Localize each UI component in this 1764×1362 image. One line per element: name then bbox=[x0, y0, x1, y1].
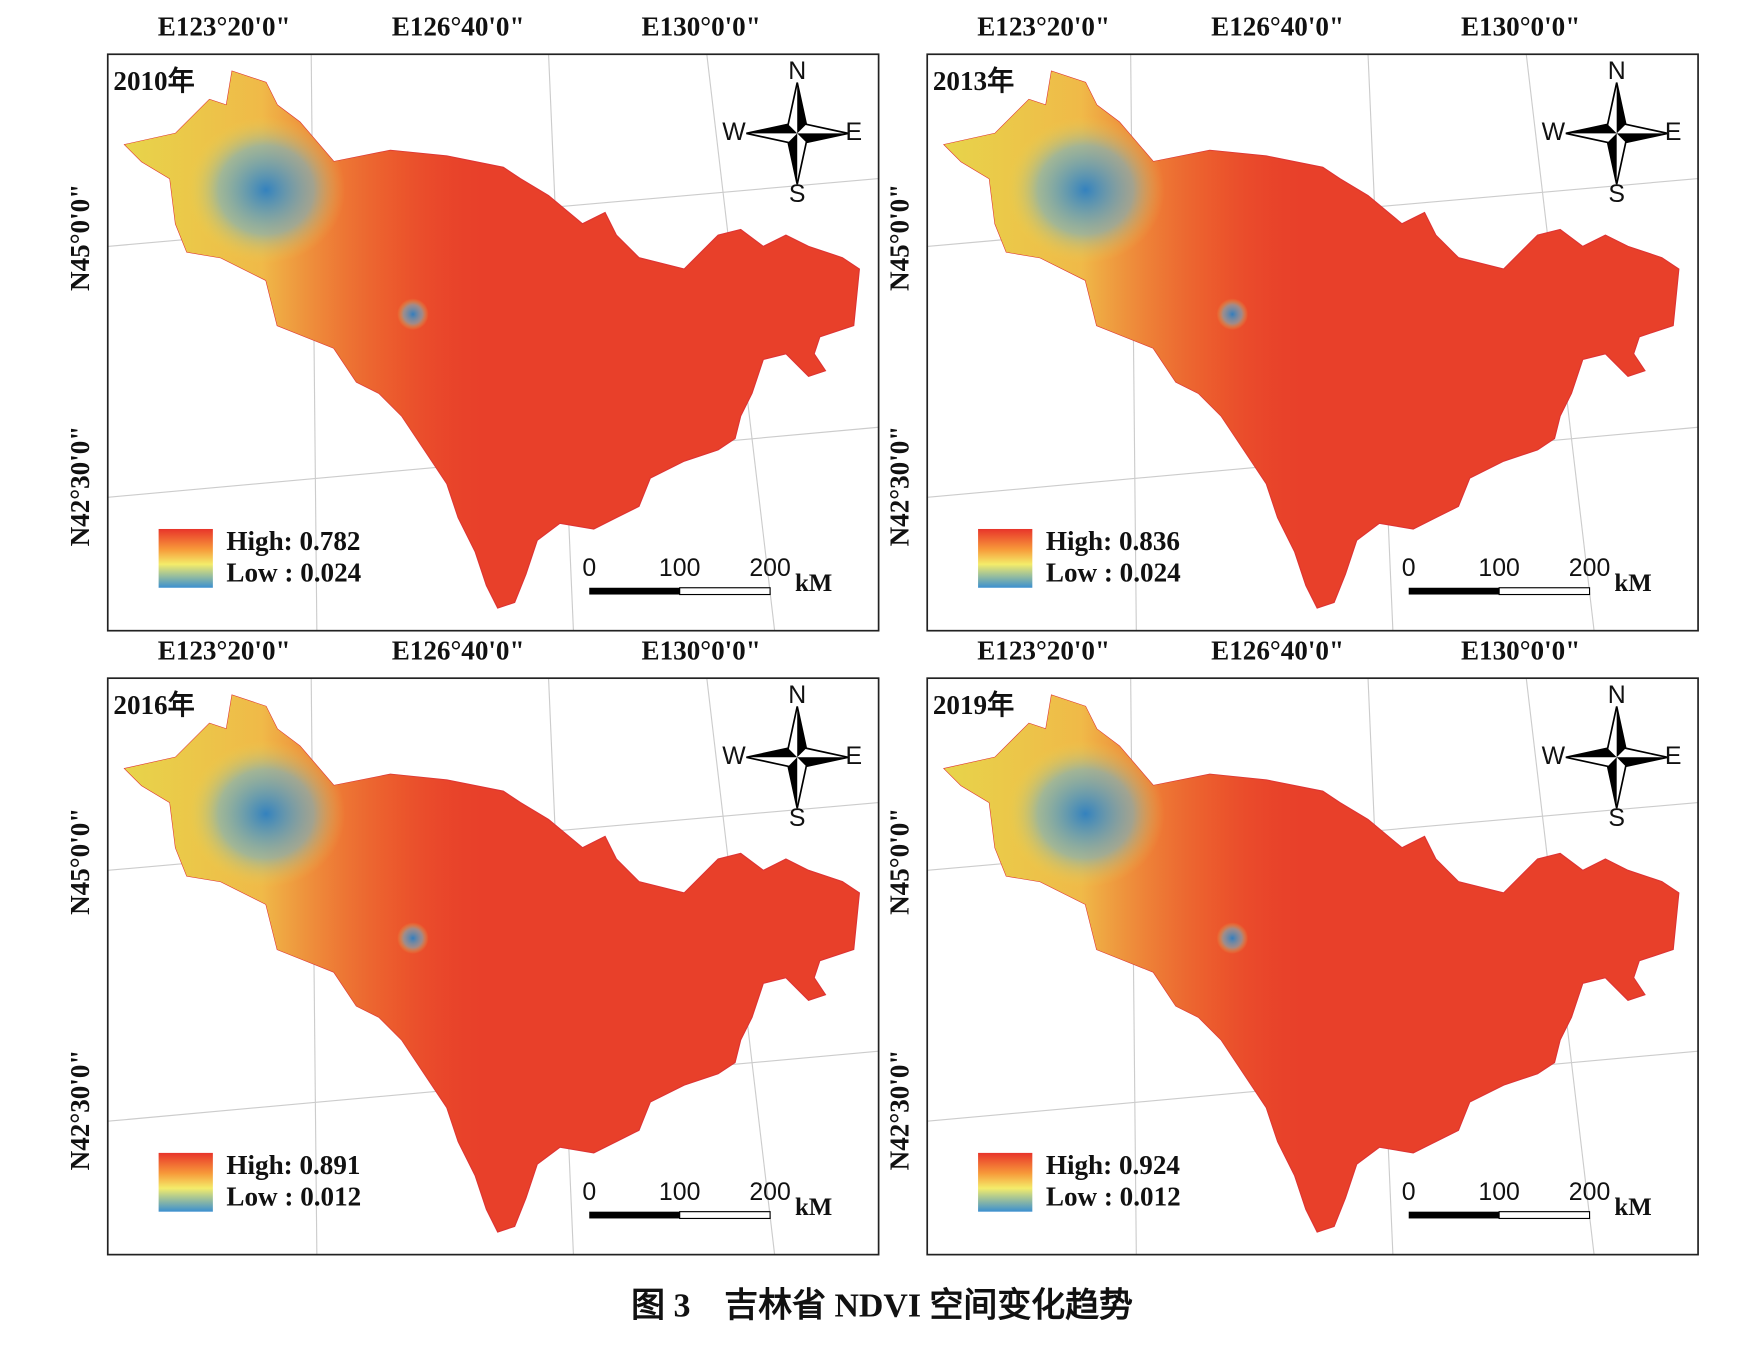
scale-label: 200 bbox=[1569, 1178, 1610, 1206]
map-panel: E123°20'0" E126°40'0" E130°0'0" N45°0'0" N42… bbox=[885, 636, 1699, 1256]
longitude-label: E126°40'0" bbox=[1211, 12, 1344, 42]
year-label: 2013年 bbox=[933, 65, 1014, 96]
compass-label: N bbox=[1608, 57, 1626, 85]
legend-high: High: 0.782 bbox=[226, 526, 360, 556]
low-ndvi-area bbox=[1216, 298, 1249, 331]
legend-low: Low : 0.012 bbox=[226, 1181, 361, 1211]
scale-label: 100 bbox=[659, 554, 700, 582]
scale-label: 0 bbox=[582, 554, 596, 582]
low-ndvi-area bbox=[1216, 922, 1249, 954]
scale-label: 200 bbox=[1569, 554, 1610, 582]
compass-label: E bbox=[845, 118, 862, 146]
scale-bar-white bbox=[1498, 1211, 1591, 1220]
longitude-label: E123°20'0" bbox=[158, 12, 291, 42]
longitude-label: E126°40'0" bbox=[392, 12, 525, 42]
scale-unit: kM bbox=[795, 570, 832, 597]
year-label: 2019年 bbox=[933, 689, 1014, 720]
scale-label: 100 bbox=[1478, 554, 1519, 582]
scale-label: 100 bbox=[1478, 1178, 1519, 1206]
low-ndvi-area bbox=[1006, 116, 1165, 264]
longitude-label: E123°20'0" bbox=[977, 12, 1110, 42]
compass-label: E bbox=[1665, 118, 1682, 146]
scale-label: 0 bbox=[1402, 554, 1416, 582]
map-panel: E123°20'0" E126°40'0" E130°0'0" N45°0'0" N42… bbox=[65, 12, 880, 632]
latitude-label: N42°30'0" bbox=[65, 1050, 95, 1171]
longitude-label: E130°0'0" bbox=[1461, 636, 1580, 666]
legend-high: High: 0.924 bbox=[1046, 1150, 1180, 1180]
scale-label: 0 bbox=[582, 1178, 596, 1206]
legend-high: High: 0.891 bbox=[226, 1150, 360, 1180]
scale-unit: kM bbox=[1614, 570, 1651, 597]
map-panel: E123°20'0" E126°40'0" E130°0'0" N45°0'0" N42… bbox=[885, 12, 1699, 632]
frame bbox=[926, 677, 1699, 1256]
latitude-label: N42°30'0" bbox=[65, 426, 95, 547]
longitude-label: E130°0'0" bbox=[642, 12, 761, 42]
map-panel: E123°20'0" E126°40'0" E130°0'0" N45°0'0" N42… bbox=[65, 636, 880, 1256]
latitude-label: N42°30'0" bbox=[885, 426, 915, 547]
legend-ramp bbox=[978, 1152, 1033, 1212]
compass-label: W bbox=[722, 742, 746, 770]
latitude-label: N45°0'0" bbox=[885, 184, 915, 291]
compass-label: S bbox=[1608, 804, 1625, 832]
figure-caption: 图 3 吉林省 NDVI 空间变化趋势 bbox=[631, 1287, 1133, 1325]
longitude-label: E130°0'0" bbox=[642, 636, 761, 666]
frame bbox=[926, 53, 1699, 632]
scale-bar-white bbox=[679, 1211, 771, 1220]
compass-label: N bbox=[1608, 681, 1626, 709]
scale-bar-black bbox=[1408, 587, 1500, 595]
legend-low: Low : 0.012 bbox=[1046, 1181, 1181, 1211]
scale-label: 200 bbox=[749, 554, 790, 582]
scale-bar-black bbox=[589, 1211, 680, 1219]
legend-ramp bbox=[158, 528, 213, 588]
latitude-label: N45°0'0" bbox=[65, 184, 95, 291]
compass-label: S bbox=[789, 180, 806, 208]
low-ndvi-area bbox=[1006, 740, 1165, 888]
scale-bar-black bbox=[589, 587, 680, 595]
compass-star bbox=[1565, 706, 1668, 809]
scale-bar-black bbox=[1408, 1211, 1500, 1219]
scale-label: 0 bbox=[1402, 1178, 1416, 1206]
low-ndvi-area bbox=[186, 740, 346, 888]
low-ndvi-area bbox=[397, 298, 429, 331]
compass-label: N bbox=[788, 57, 806, 85]
longitude-label: E123°20'0" bbox=[158, 636, 291, 666]
compass-label: W bbox=[1542, 118, 1566, 146]
scale-unit: kM bbox=[795, 1194, 832, 1221]
compass-label: N bbox=[788, 681, 806, 709]
legend-high: High: 0.836 bbox=[1046, 526, 1180, 556]
low-ndvi-area bbox=[186, 116, 346, 264]
frame bbox=[106, 53, 880, 632]
latitude-label: N45°0'0" bbox=[65, 808, 95, 915]
legend-ramp bbox=[978, 528, 1033, 588]
longitude-label: E126°40'0" bbox=[392, 636, 525, 666]
compass-star bbox=[746, 706, 849, 809]
longitude-label: E126°40'0" bbox=[1211, 636, 1344, 666]
scale-bar-white bbox=[1498, 587, 1591, 596]
scale-unit: kM bbox=[1614, 1194, 1651, 1221]
legend-ramp bbox=[158, 1152, 213, 1212]
scale-bar-white bbox=[679, 587, 771, 596]
compass-label: E bbox=[845, 742, 862, 770]
longitude-label: E130°0'0" bbox=[1461, 12, 1580, 42]
compass-label: S bbox=[1608, 180, 1625, 208]
scale-label: 100 bbox=[659, 1178, 700, 1206]
low-ndvi-area bbox=[397, 922, 429, 954]
compass-label: E bbox=[1665, 742, 1682, 770]
frame bbox=[106, 677, 880, 1256]
compass-label: W bbox=[1542, 742, 1566, 770]
legend-low: Low : 0.024 bbox=[1046, 558, 1181, 588]
latitude-label: N42°30'0" bbox=[885, 1050, 915, 1171]
year-label: 2016年 bbox=[113, 689, 194, 720]
compass-label: S bbox=[789, 804, 806, 832]
longitude-label: E123°20'0" bbox=[977, 636, 1110, 666]
latitude-label: N45°0'0" bbox=[885, 808, 915, 915]
legend-low: Low : 0.024 bbox=[226, 558, 361, 588]
compass-label: W bbox=[722, 118, 746, 146]
year-label: 2010年 bbox=[113, 65, 194, 96]
scale-label: 200 bbox=[749, 1178, 790, 1206]
